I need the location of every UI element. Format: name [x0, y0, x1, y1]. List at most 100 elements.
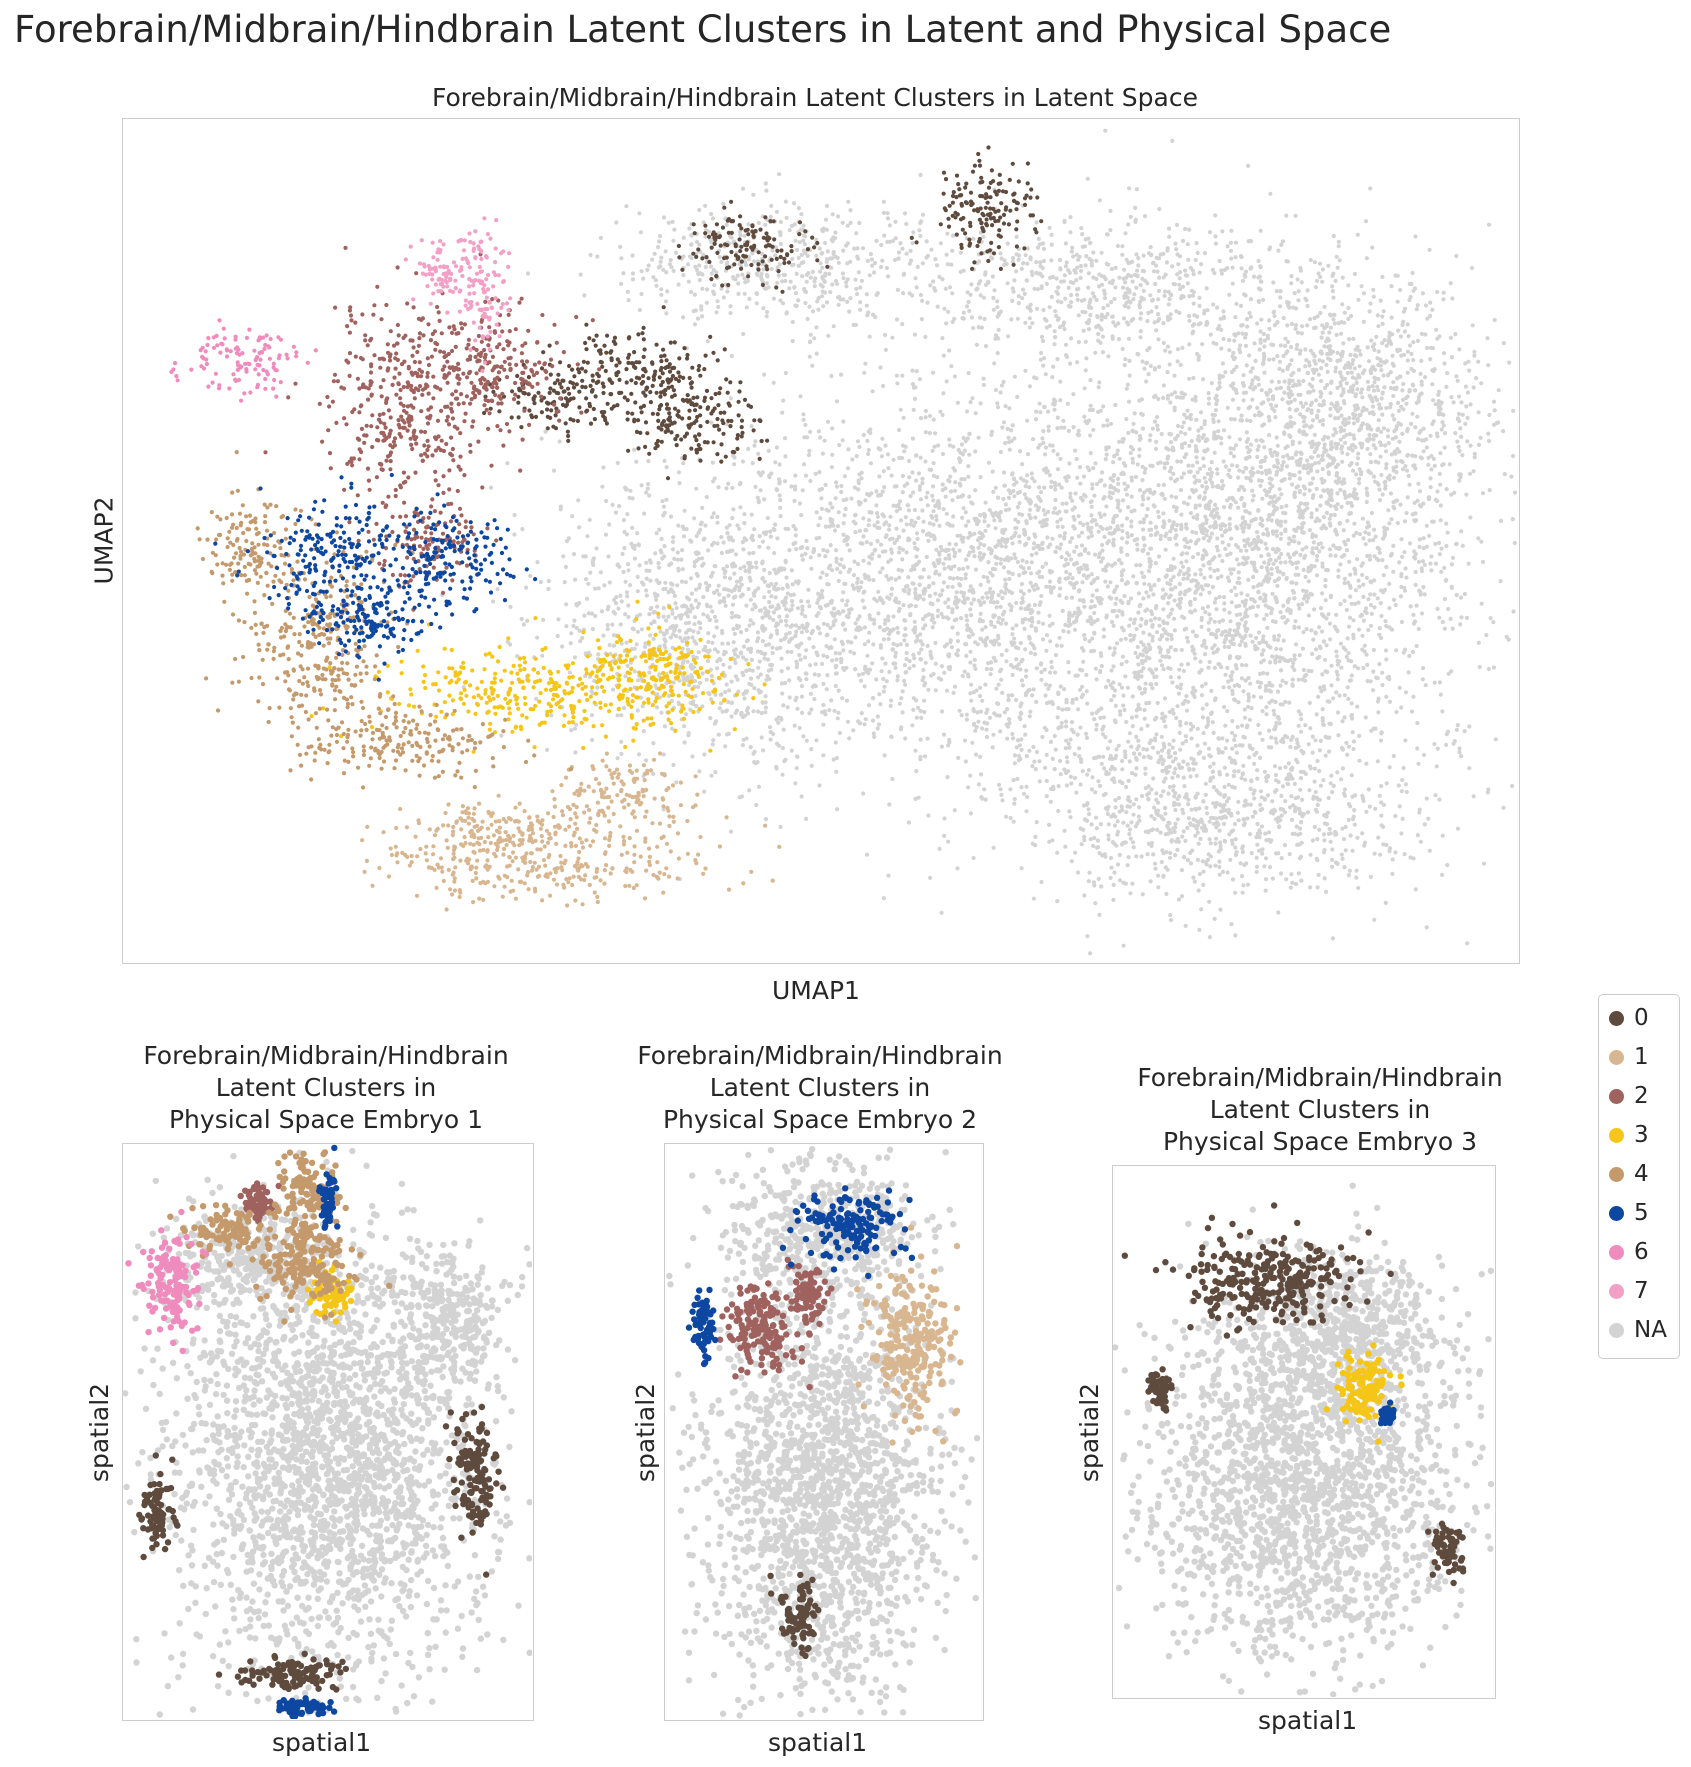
- point: [790, 568, 794, 572]
- point: [1119, 638, 1123, 642]
- point: [784, 576, 788, 580]
- point: [930, 656, 934, 660]
- point: [1441, 620, 1445, 624]
- point: [862, 606, 866, 610]
- point: [1272, 712, 1276, 716]
- point: [1307, 613, 1311, 617]
- point: [1125, 516, 1129, 520]
- point: [1513, 541, 1517, 545]
- point: [887, 528, 891, 532]
- point: [1136, 662, 1140, 666]
- point: [1315, 469, 1319, 473]
- point: [1084, 494, 1088, 498]
- point: [1231, 398, 1235, 402]
- point: [942, 816, 946, 820]
- point: [606, 554, 610, 558]
- point: [1160, 432, 1164, 436]
- point: [1091, 593, 1095, 597]
- point: [1006, 570, 1010, 574]
- point: [1367, 359, 1371, 363]
- point: [977, 436, 981, 440]
- point: [646, 482, 650, 486]
- point: [1075, 697, 1079, 701]
- point: [1212, 555, 1216, 559]
- point: [1403, 738, 1407, 742]
- point: [1125, 660, 1129, 664]
- point: [671, 535, 675, 539]
- point: [1429, 467, 1433, 471]
- point: [1070, 859, 1074, 863]
- point: [1210, 510, 1214, 514]
- point: [1102, 715, 1106, 719]
- point: [1207, 591, 1211, 595]
- point: [969, 584, 973, 588]
- point: [695, 550, 699, 554]
- point: [1261, 671, 1265, 675]
- point: [1030, 471, 1034, 475]
- point: [802, 418, 806, 422]
- point: [1157, 483, 1161, 487]
- point: [845, 543, 849, 547]
- point: [1376, 759, 1380, 763]
- point: [664, 498, 668, 502]
- point: [612, 610, 616, 614]
- point: [1216, 429, 1220, 433]
- point: [1205, 485, 1209, 489]
- point: [684, 712, 688, 716]
- point: [889, 698, 893, 702]
- point: [1243, 707, 1247, 711]
- point: [1383, 619, 1387, 623]
- point: [770, 646, 774, 650]
- point: [894, 666, 898, 670]
- point: [1289, 345, 1293, 349]
- point: [862, 433, 866, 437]
- point: [725, 531, 729, 535]
- point: [1233, 633, 1237, 637]
- point: [1405, 469, 1409, 473]
- point: [785, 583, 789, 587]
- point: [672, 629, 676, 633]
- point: [708, 716, 712, 720]
- point: [1289, 738, 1293, 742]
- point: [1084, 368, 1088, 372]
- point: [1291, 661, 1295, 665]
- point: [1023, 369, 1027, 373]
- point: [1275, 655, 1279, 659]
- point: [1163, 497, 1167, 501]
- point: [771, 651, 775, 655]
- point: [934, 569, 938, 573]
- point: [590, 738, 594, 742]
- point: [1360, 634, 1364, 638]
- point: [713, 615, 717, 619]
- point: [547, 579, 551, 583]
- point: [902, 449, 906, 453]
- point: [1060, 644, 1064, 648]
- point: [963, 670, 967, 674]
- point: [743, 569, 747, 573]
- point: [854, 621, 858, 625]
- point: [1440, 547, 1444, 551]
- point: [1018, 715, 1022, 719]
- point: [1151, 592, 1155, 596]
- point: [1026, 688, 1030, 692]
- point: [902, 638, 906, 642]
- point: [1138, 437, 1142, 441]
- point: [1222, 685, 1226, 689]
- point: [729, 680, 733, 684]
- point: [907, 820, 911, 824]
- point: [946, 597, 950, 601]
- point: [1018, 449, 1022, 453]
- point: [842, 668, 846, 672]
- point: [1339, 602, 1343, 606]
- point: [1136, 645, 1140, 649]
- point: [768, 663, 772, 667]
- point: [782, 567, 786, 571]
- point: [623, 674, 627, 678]
- point: [893, 599, 897, 603]
- point: [1138, 603, 1142, 607]
- point: [841, 590, 845, 594]
- point: [1063, 531, 1067, 535]
- point: [928, 594, 932, 598]
- point: [836, 610, 840, 614]
- point: [800, 794, 804, 798]
